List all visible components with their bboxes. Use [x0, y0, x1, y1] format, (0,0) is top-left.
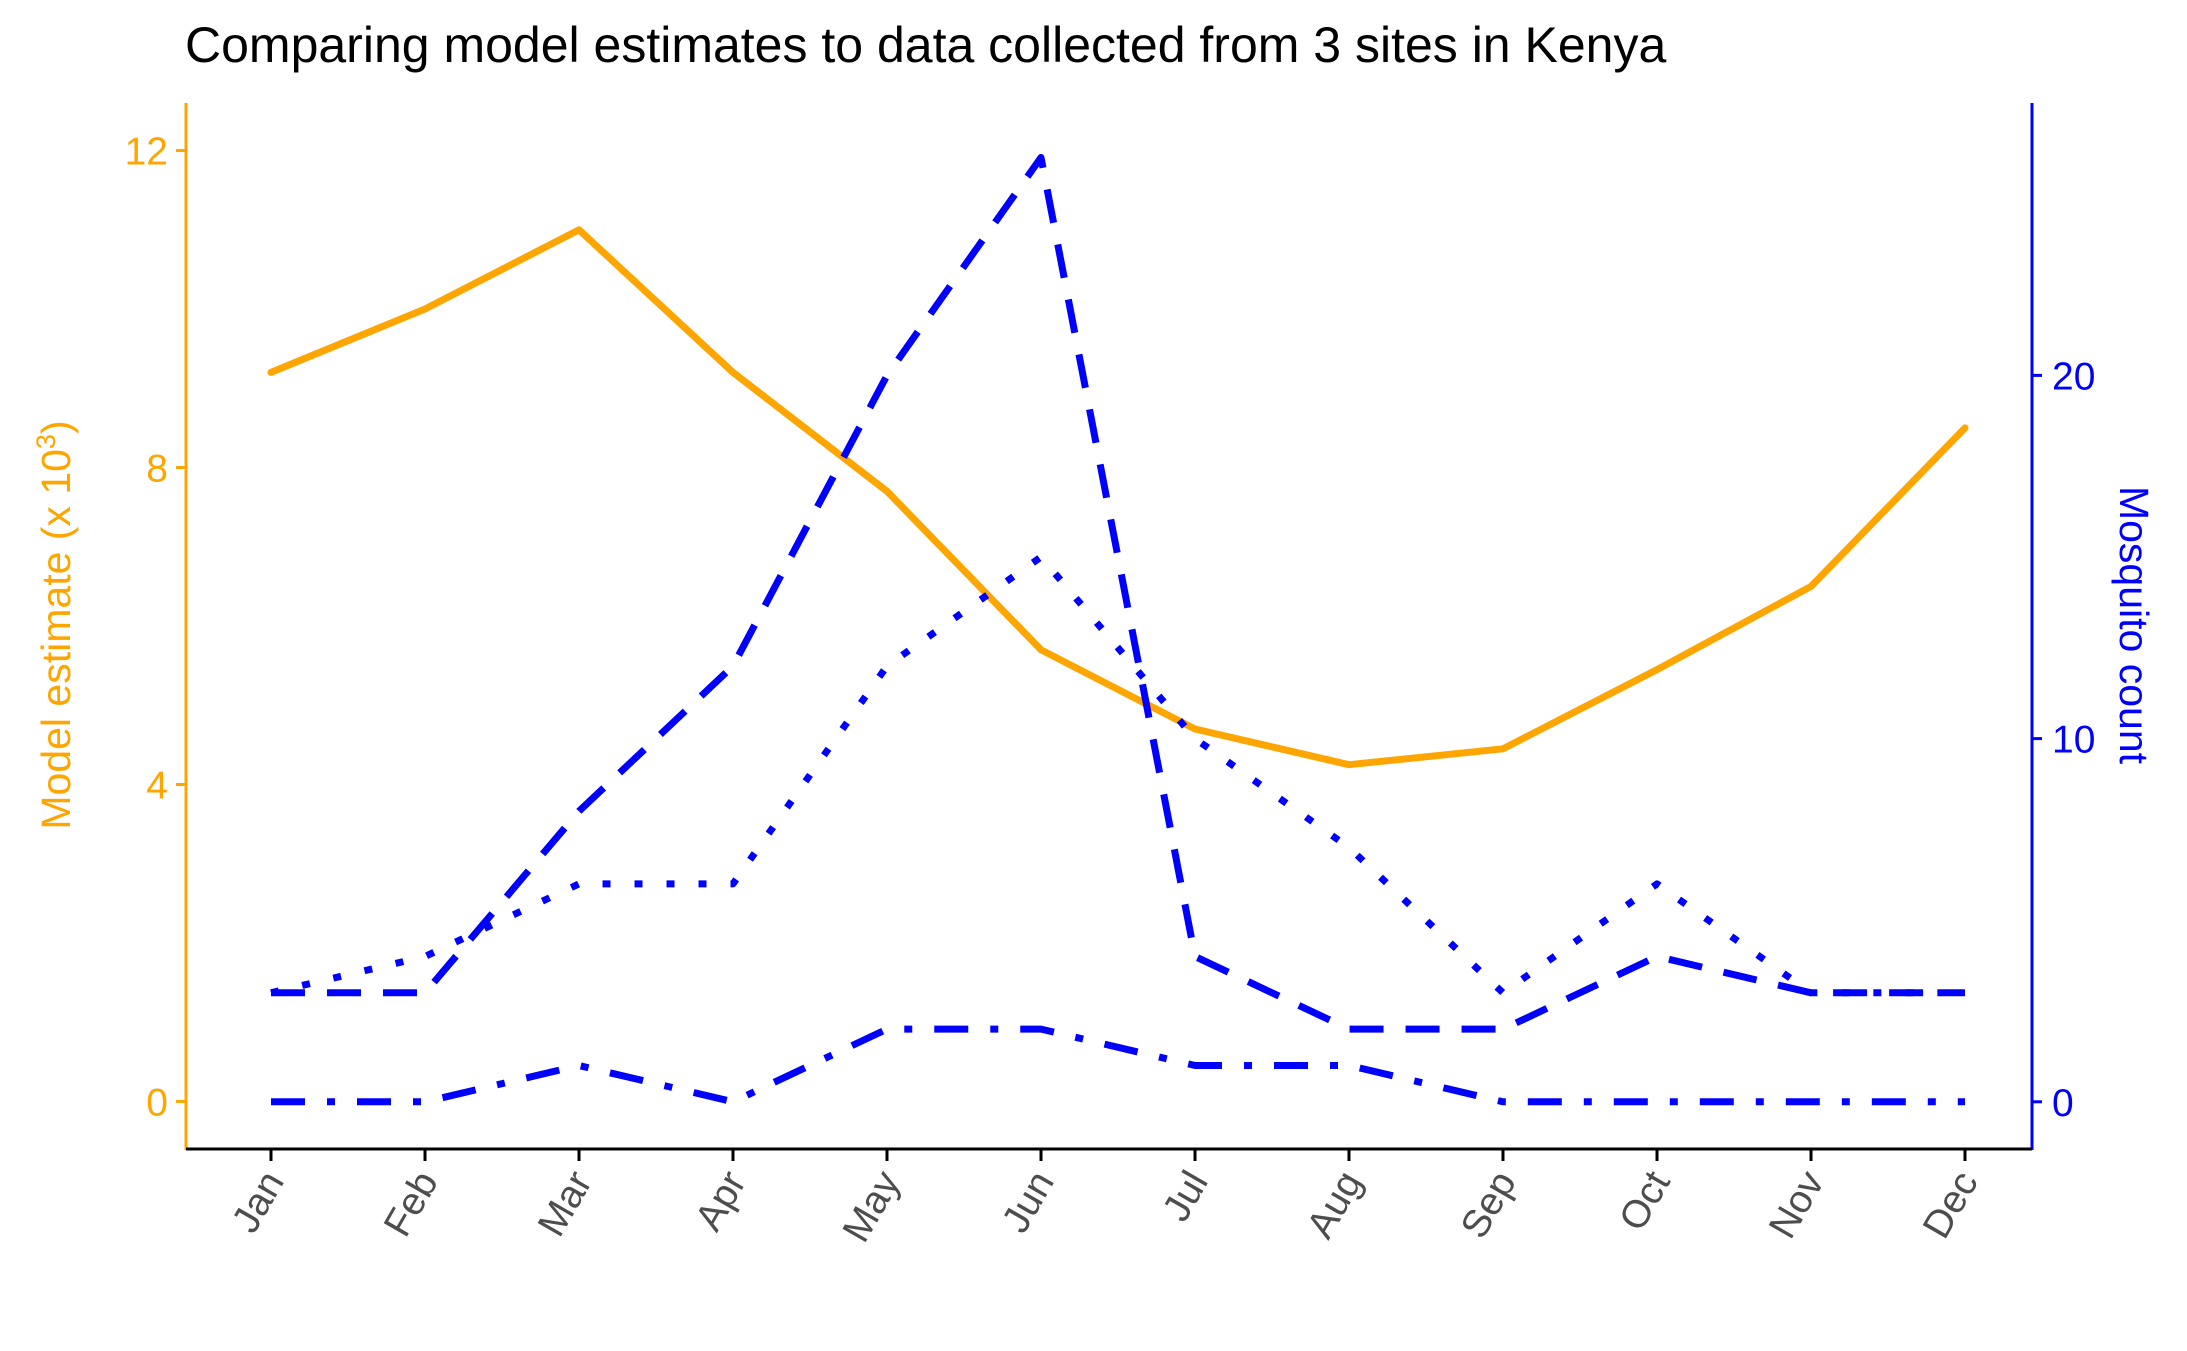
- x-tick-label: Jun: [994, 1164, 1063, 1240]
- chart-title: Comparing model estimates to data collec…: [185, 17, 1666, 73]
- x-tick-label: May: [835, 1164, 909, 1250]
- right-y-axis-title: Mosquito count: [2111, 486, 2157, 765]
- left-tick-label: 12: [125, 131, 168, 174]
- x-tick-label: Mar: [530, 1164, 601, 1244]
- series-line-1-solid: [267, 226, 1969, 769]
- x-tick-label: Sep: [1453, 1164, 1525, 1246]
- right-tick-label: 10: [2052, 719, 2095, 762]
- right-tick-label: 0: [2052, 1082, 2074, 1125]
- x-tick-label: Jul: [1155, 1164, 1217, 1229]
- left-tick-label: 0: [146, 1081, 168, 1124]
- x-tick-label: Oct: [1611, 1164, 1679, 1238]
- left-y-axis-title: Model estimate (x 103): [31, 420, 79, 829]
- x-tick-label: Apr: [687, 1164, 755, 1238]
- series-line-4-dashdot: [271, 1025, 1965, 1106]
- x-tick-label: Nov: [1761, 1164, 1833, 1246]
- x-tick-label: Jan: [224, 1164, 293, 1240]
- left-tick-label: 8: [146, 448, 168, 491]
- right-tick-label: 20: [2052, 355, 2095, 398]
- x-tick-label: Feb: [376, 1164, 447, 1244]
- x-tick-label: Dec: [1915, 1164, 1987, 1246]
- series-line-3-dotted: [270, 553, 1965, 997]
- x-tick-label: Aug: [1299, 1164, 1371, 1246]
- plot-lines: [267, 154, 1969, 1106]
- left-tick-label: 4: [146, 764, 168, 807]
- right-y-ticks: 0 10 20: [2032, 355, 2095, 1125]
- series-line-2-dashed: [271, 154, 1965, 1033]
- x-ticks: Jan Feb Mar Apr May Jun Jul Aug Sep Oct Nov Dec: [224, 1149, 1987, 1249]
- left-y-ticks: 0 4 8 12: [125, 131, 186, 1124]
